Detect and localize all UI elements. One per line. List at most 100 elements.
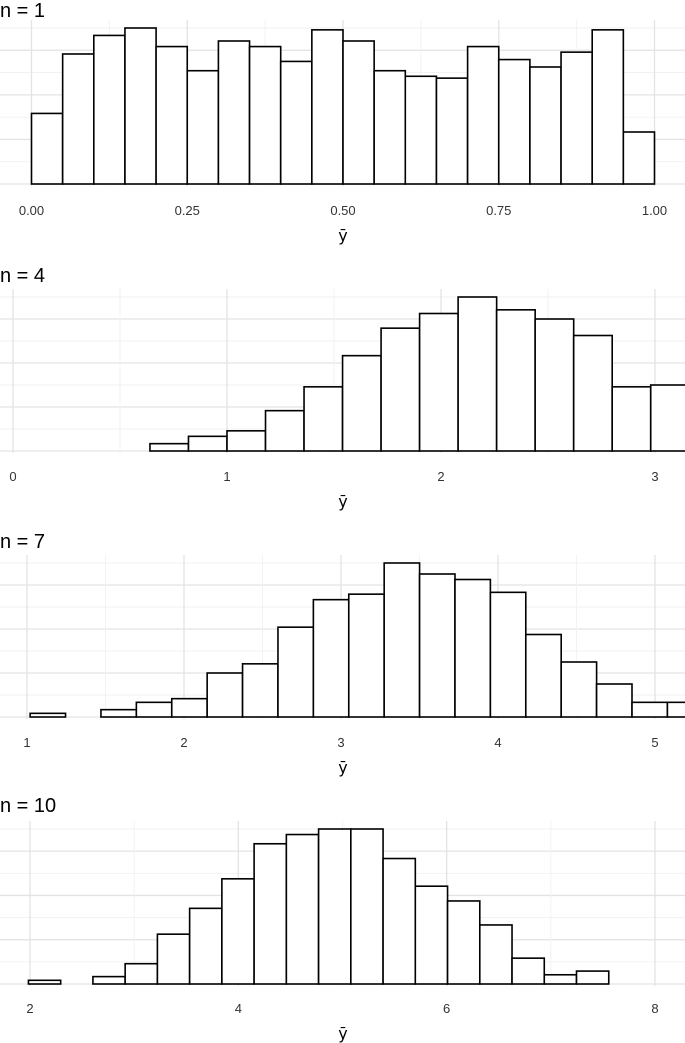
histogram-bar bbox=[186, 69, 220, 185]
x-tick-label: 2 bbox=[437, 469, 444, 484]
histogram-bar bbox=[93, 34, 126, 185]
histogram-bar bbox=[595, 683, 633, 718]
histogram-bar bbox=[29, 712, 67, 718]
x-tick-label: 1.00 bbox=[642, 203, 667, 218]
histogram-bar bbox=[478, 924, 513, 985]
histogram-bar bbox=[622, 131, 656, 185]
x-tick-label: 1 bbox=[223, 469, 230, 484]
x-axis-tick-labels: 0.00 0.25 0.50 0.75 1.00 bbox=[19, 203, 667, 218]
histogram-bar bbox=[524, 633, 562, 718]
histogram-bar bbox=[30, 112, 64, 185]
histogram-bar bbox=[382, 857, 417, 985]
histogram-bar bbox=[342, 40, 375, 185]
histogram-bar bbox=[156, 933, 191, 985]
x-tick-label: 0.50 bbox=[330, 203, 355, 218]
x-axis-title: ȳ bbox=[338, 492, 347, 511]
histogram-bar bbox=[414, 885, 449, 985]
histogram-bar bbox=[226, 430, 267, 452]
histogram-panel: 0.00 0.25 0.50 0.75 1.00 ȳ n = 1 bbox=[0, 0, 685, 245]
bars bbox=[149, 296, 685, 452]
histogram-bar bbox=[543, 973, 578, 985]
histogram-bar bbox=[649, 384, 685, 452]
x-axis-title: ȳ bbox=[338, 226, 347, 245]
histogram-bar bbox=[466, 45, 500, 185]
histogram-bar bbox=[350, 828, 384, 985]
panel-title: n = 4 bbox=[0, 265, 45, 287]
histogram-bar bbox=[560, 51, 593, 185]
histogram-bar bbox=[124, 962, 159, 985]
histogram-bar bbox=[435, 77, 469, 185]
bars bbox=[29, 562, 685, 718]
histogram-bar bbox=[489, 591, 527, 718]
histogram-bar bbox=[317, 828, 352, 985]
histogram-panel: 0 1 2 3 ȳ n = 4 bbox=[0, 265, 685, 511]
histogram-bar bbox=[534, 318, 575, 452]
x-axis-tick-labels: 1 2 3 4 5 bbox=[23, 735, 658, 750]
x-tick-label: 3 bbox=[651, 469, 658, 484]
histogram-bar bbox=[312, 598, 350, 718]
x-tick-label: 4 bbox=[235, 1001, 242, 1016]
histogram-bar bbox=[221, 878, 255, 985]
panel-title: n = 1 bbox=[0, 0, 45, 22]
histogram-bar bbox=[124, 27, 157, 185]
x-axis-title: ȳ bbox=[338, 758, 347, 777]
histogram-bar bbox=[373, 69, 407, 185]
x-tick-label: 0.00 bbox=[19, 203, 44, 218]
histogram-bar bbox=[575, 970, 610, 985]
histogram-bar bbox=[170, 697, 208, 718]
histogram-bar bbox=[383, 562, 421, 718]
bars bbox=[27, 828, 610, 985]
bars bbox=[30, 27, 656, 185]
histogram-bar bbox=[572, 334, 613, 452]
x-axis-tick-labels: 2 4 6 8 bbox=[26, 1001, 658, 1016]
histogram-bar bbox=[457, 296, 498, 452]
histogram-bar bbox=[495, 309, 536, 452]
x-axis-tick-labels: 0 1 2 3 bbox=[9, 469, 658, 484]
histogram-bar bbox=[341, 354, 382, 452]
histogram-bar bbox=[511, 957, 546, 985]
x-tick-label: 2 bbox=[180, 735, 187, 750]
x-tick-label: 4 bbox=[494, 735, 501, 750]
histogram-bar bbox=[264, 409, 305, 452]
histogram-bar bbox=[27, 979, 62, 985]
histogram-bar bbox=[591, 29, 625, 185]
histogram-bar bbox=[311, 29, 344, 185]
histogram-bar bbox=[149, 442, 190, 452]
histogram-panel: 1 2 3 4 5 ȳ n = 7 bbox=[0, 531, 685, 777]
histogram-bar bbox=[135, 701, 173, 718]
histogram-bar bbox=[454, 578, 492, 718]
histogram-bar bbox=[380, 327, 421, 452]
histogram-bar bbox=[61, 53, 95, 185]
histogram-bar bbox=[92, 975, 126, 985]
histogram-bar bbox=[666, 701, 685, 718]
histogram-bar bbox=[631, 701, 669, 718]
histogram-bar bbox=[253, 842, 288, 985]
histogram-bar bbox=[560, 661, 598, 718]
histogram-bar bbox=[241, 663, 279, 718]
panel-title: n = 10 bbox=[0, 795, 56, 817]
histogram-bar bbox=[404, 75, 438, 185]
histogram-bar bbox=[303, 386, 344, 452]
x-tick-label: 3 bbox=[337, 735, 344, 750]
histogram-bar bbox=[418, 573, 456, 718]
x-tick-label: 5 bbox=[651, 735, 658, 750]
histogram-bar bbox=[188, 907, 223, 985]
histogram-panel: 2 4 6 8 ȳ n = 10 bbox=[0, 795, 685, 1043]
histogram-bar bbox=[217, 40, 251, 185]
x-tick-label: 0 bbox=[9, 469, 16, 484]
histogram-bar bbox=[155, 45, 189, 185]
histogram-bar bbox=[285, 833, 320, 985]
histogram-bar bbox=[206, 672, 244, 718]
x-tick-label: 6 bbox=[443, 1001, 450, 1016]
histogram-bar bbox=[347, 593, 385, 718]
histogram-bar bbox=[418, 312, 459, 452]
panel-title: n = 7 bbox=[0, 531, 45, 553]
x-tick-label: 1 bbox=[23, 735, 30, 750]
histogram-bar bbox=[277, 626, 315, 718]
histogram-bar bbox=[248, 45, 282, 185]
x-tick-label: 0.75 bbox=[486, 203, 511, 218]
histogram-bar bbox=[100, 708, 138, 718]
x-tick-label: 2 bbox=[26, 1001, 33, 1016]
histogram-bar bbox=[187, 435, 228, 452]
